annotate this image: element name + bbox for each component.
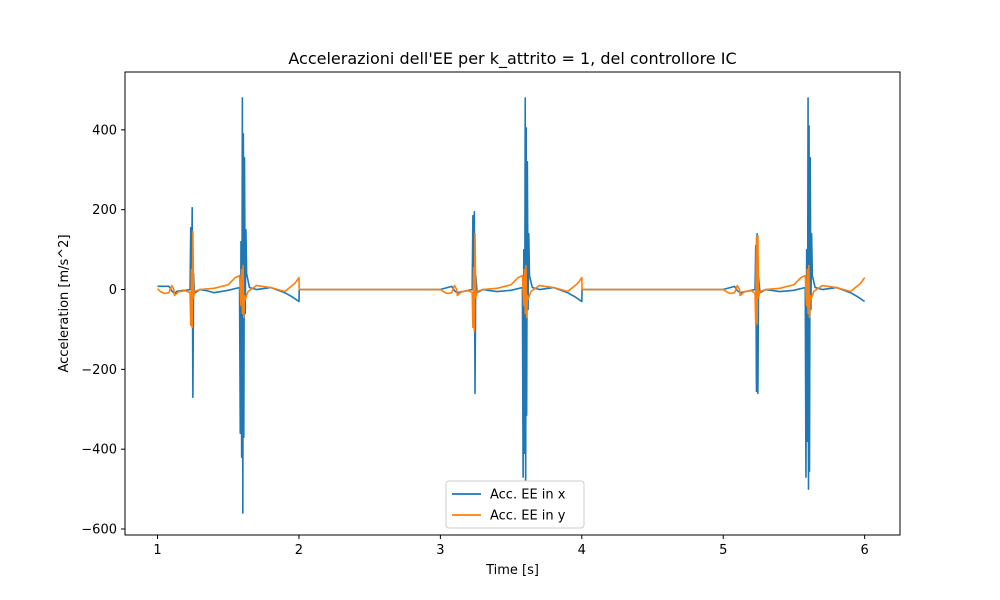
x-tick-label: 1	[153, 543, 161, 558]
chart-title: Accelerazioni dell'EE per k_attrito = 1,…	[288, 49, 736, 69]
x-tick-label: 2	[295, 543, 303, 558]
x-axis-label: Time [s]	[485, 563, 539, 578]
legend: Acc. EE in x Acc. EE in y	[445, 480, 585, 529]
x-tick-label: 6	[861, 543, 869, 558]
x-tick-label: 5	[719, 543, 727, 558]
legend-box	[445, 480, 585, 529]
y-tick-label: 400	[92, 123, 117, 138]
series-line-1	[157, 97, 866, 514]
plot-area	[124, 71, 901, 536]
y-tick-label: 0	[109, 283, 117, 298]
x-tick-label: 3	[436, 543, 444, 558]
y-tick-label: −400	[81, 443, 117, 458]
y-tick-label: −600	[81, 523, 117, 538]
x-axis: 1 2 3 4 5 6	[153, 535, 869, 558]
y-tick-label: 200	[92, 203, 117, 218]
series-layer	[156, 97, 866, 514]
legend-label-2: Acc. EE in y	[490, 509, 566, 524]
x-tick-label: 4	[578, 543, 586, 558]
series-line-2	[156, 230, 866, 333]
legend-label-1: Acc. EE in x	[490, 488, 566, 503]
y-axis: −600 −400 −200 0 200 400	[81, 123, 125, 538]
y-tick-label: −200	[81, 363, 117, 378]
y-axis-label: Acceleration [m/s^2]	[57, 234, 72, 372]
plot-frame	[124, 71, 901, 536]
